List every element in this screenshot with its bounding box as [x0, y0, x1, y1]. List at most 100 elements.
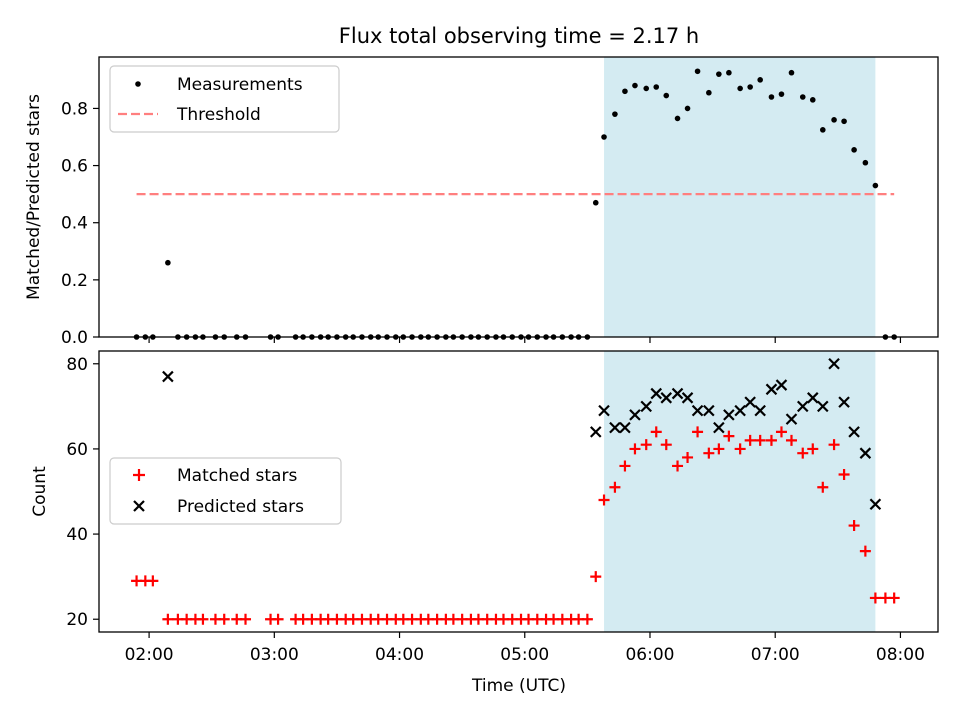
- matched-star-point: [240, 613, 252, 625]
- predicted-star-point: [869, 498, 882, 511]
- matched-star-point: [660, 439, 672, 451]
- measurement-point: [809, 97, 816, 103]
- predicted-star-point: [671, 387, 684, 400]
- legend-predicted-label: Predicted stars: [177, 497, 304, 517]
- matched-star-point: [859, 545, 871, 557]
- count-y-ticks: 20 40 60 80: [66, 355, 99, 630]
- predicted-star-point: [162, 370, 174, 383]
- predicted-star-point: [734, 404, 746, 417]
- matched-star-point: [807, 443, 819, 455]
- matched-star-point: [838, 468, 850, 480]
- measurement-point: [799, 94, 806, 100]
- measurement-point: [694, 68, 701, 75]
- predicted-star-point: [848, 426, 860, 438]
- predicted-star-points: [162, 357, 882, 511]
- ratio-legend: Measurements Threshold: [109, 65, 340, 133]
- measurement-point: [674, 115, 681, 122]
- matched-star-points: [131, 426, 900, 625]
- x-tick-label: 04:00: [375, 645, 424, 665]
- y-tick-label: 60: [66, 440, 88, 460]
- y-tick-label: 0.8: [61, 99, 88, 119]
- measurement-point: [747, 84, 753, 90]
- matched-star-point: [218, 613, 230, 625]
- measurement-point: [788, 69, 795, 76]
- predicted-star-point: [785, 413, 798, 425]
- count-x-ticks: 02:00 03:00 04:00 05:00 06:00 07:00 08:00: [125, 632, 925, 665]
- count-panel: 02:00 03:00 04:00 05:00 06:00 07:00 08:00 20 40…: [30, 350, 939, 696]
- measurement-point: [716, 71, 722, 77]
- legend-matched-label: Matched stars: [177, 466, 297, 486]
- ratio-y-axis-label: Matched/Predicted stars: [24, 94, 44, 300]
- predicted-star-point: [723, 409, 735, 421]
- matched-star-point: [754, 434, 766, 446]
- y-tick-label: 0.6: [61, 157, 88, 177]
- measurement-point: [726, 69, 732, 76]
- count-legend-box: [109, 457, 342, 525]
- predicted-star-point: [681, 392, 694, 404]
- matched-star-point: [888, 592, 900, 604]
- matched-star-point: [272, 613, 284, 625]
- matched-star-point: [619, 460, 631, 472]
- measurement-point: [737, 85, 743, 92]
- matched-star-point: [682, 451, 694, 463]
- matched-star-point: [828, 439, 840, 451]
- matched-star-point: [640, 439, 652, 451]
- predicted-star-point: [589, 426, 602, 438]
- predicted-star-point: [744, 396, 756, 408]
- predicted-star-point: [660, 392, 673, 404]
- matched-star-point: [609, 481, 621, 493]
- matched-star-point: [713, 443, 725, 455]
- matched-star-point: [848, 520, 860, 532]
- matched-star-point: [650, 426, 662, 438]
- measurement-point: [819, 127, 826, 133]
- y-tick-label: 20: [66, 610, 88, 630]
- predicted-star-point: [619, 421, 631, 434]
- predicted-star-point: [754, 404, 766, 417]
- observing-span: [604, 57, 876, 337]
- measurement-point: [643, 85, 650, 92]
- matched-star-point: [590, 571, 602, 583]
- matched-star-point: [598, 494, 610, 506]
- predicted-star-point: [598, 404, 610, 417]
- count-legend: Matched stars Predicted stars: [109, 457, 342, 525]
- predicted-star-point: [775, 379, 788, 391]
- measurement-point: [768, 94, 775, 100]
- matched-star-point: [817, 481, 829, 493]
- matched-star-point: [734, 443, 746, 455]
- x-axis-label: Time (UTC): [471, 676, 566, 696]
- matched-star-point: [672, 460, 684, 472]
- count-axes-frame: [98, 350, 939, 633]
- x-tick-label: 07:00: [751, 645, 800, 665]
- predicted-star-point: [838, 396, 850, 408]
- predicted-star-point: [713, 421, 725, 434]
- legend-matched-marker: [133, 469, 145, 481]
- y-tick-label: 0.2: [61, 271, 88, 291]
- predicted-star-point: [806, 392, 819, 404]
- matched-star-point: [744, 434, 756, 446]
- predicted-star-point: [765, 383, 778, 396]
- measurement-point: [706, 89, 712, 96]
- predicted-star-point: [629, 409, 641, 421]
- predicted-star-point: [650, 387, 663, 400]
- matched-star-point: [723, 430, 735, 442]
- predicted-star-point: [609, 421, 621, 434]
- measurement-point: [778, 91, 785, 97]
- chart-title: Flux total observing time = 2.17 h: [339, 24, 699, 48]
- ratio-y-ticks: 0.0 0.2 0.4 0.6 0.8: [61, 99, 99, 348]
- legend-measurements-marker: [135, 81, 141, 87]
- matched-star-point: [692, 426, 704, 438]
- predicted-star-point: [859, 447, 872, 459]
- measurement-point: [632, 82, 638, 89]
- ratio-axes-frame: [98, 56, 939, 338]
- x-tick-label: 03:00: [250, 645, 299, 665]
- matched-star-point: [869, 592, 881, 604]
- predicted-star-point: [817, 400, 829, 413]
- observing-span: [604, 351, 876, 632]
- x-tick-label: 02:00: [125, 645, 174, 665]
- legend-threshold-label: Threshold: [176, 105, 261, 125]
- measurement-point: [612, 111, 618, 117]
- y-tick-label: 80: [66, 355, 88, 375]
- measurement-point: [757, 77, 763, 83]
- measurement-point: [601, 134, 607, 140]
